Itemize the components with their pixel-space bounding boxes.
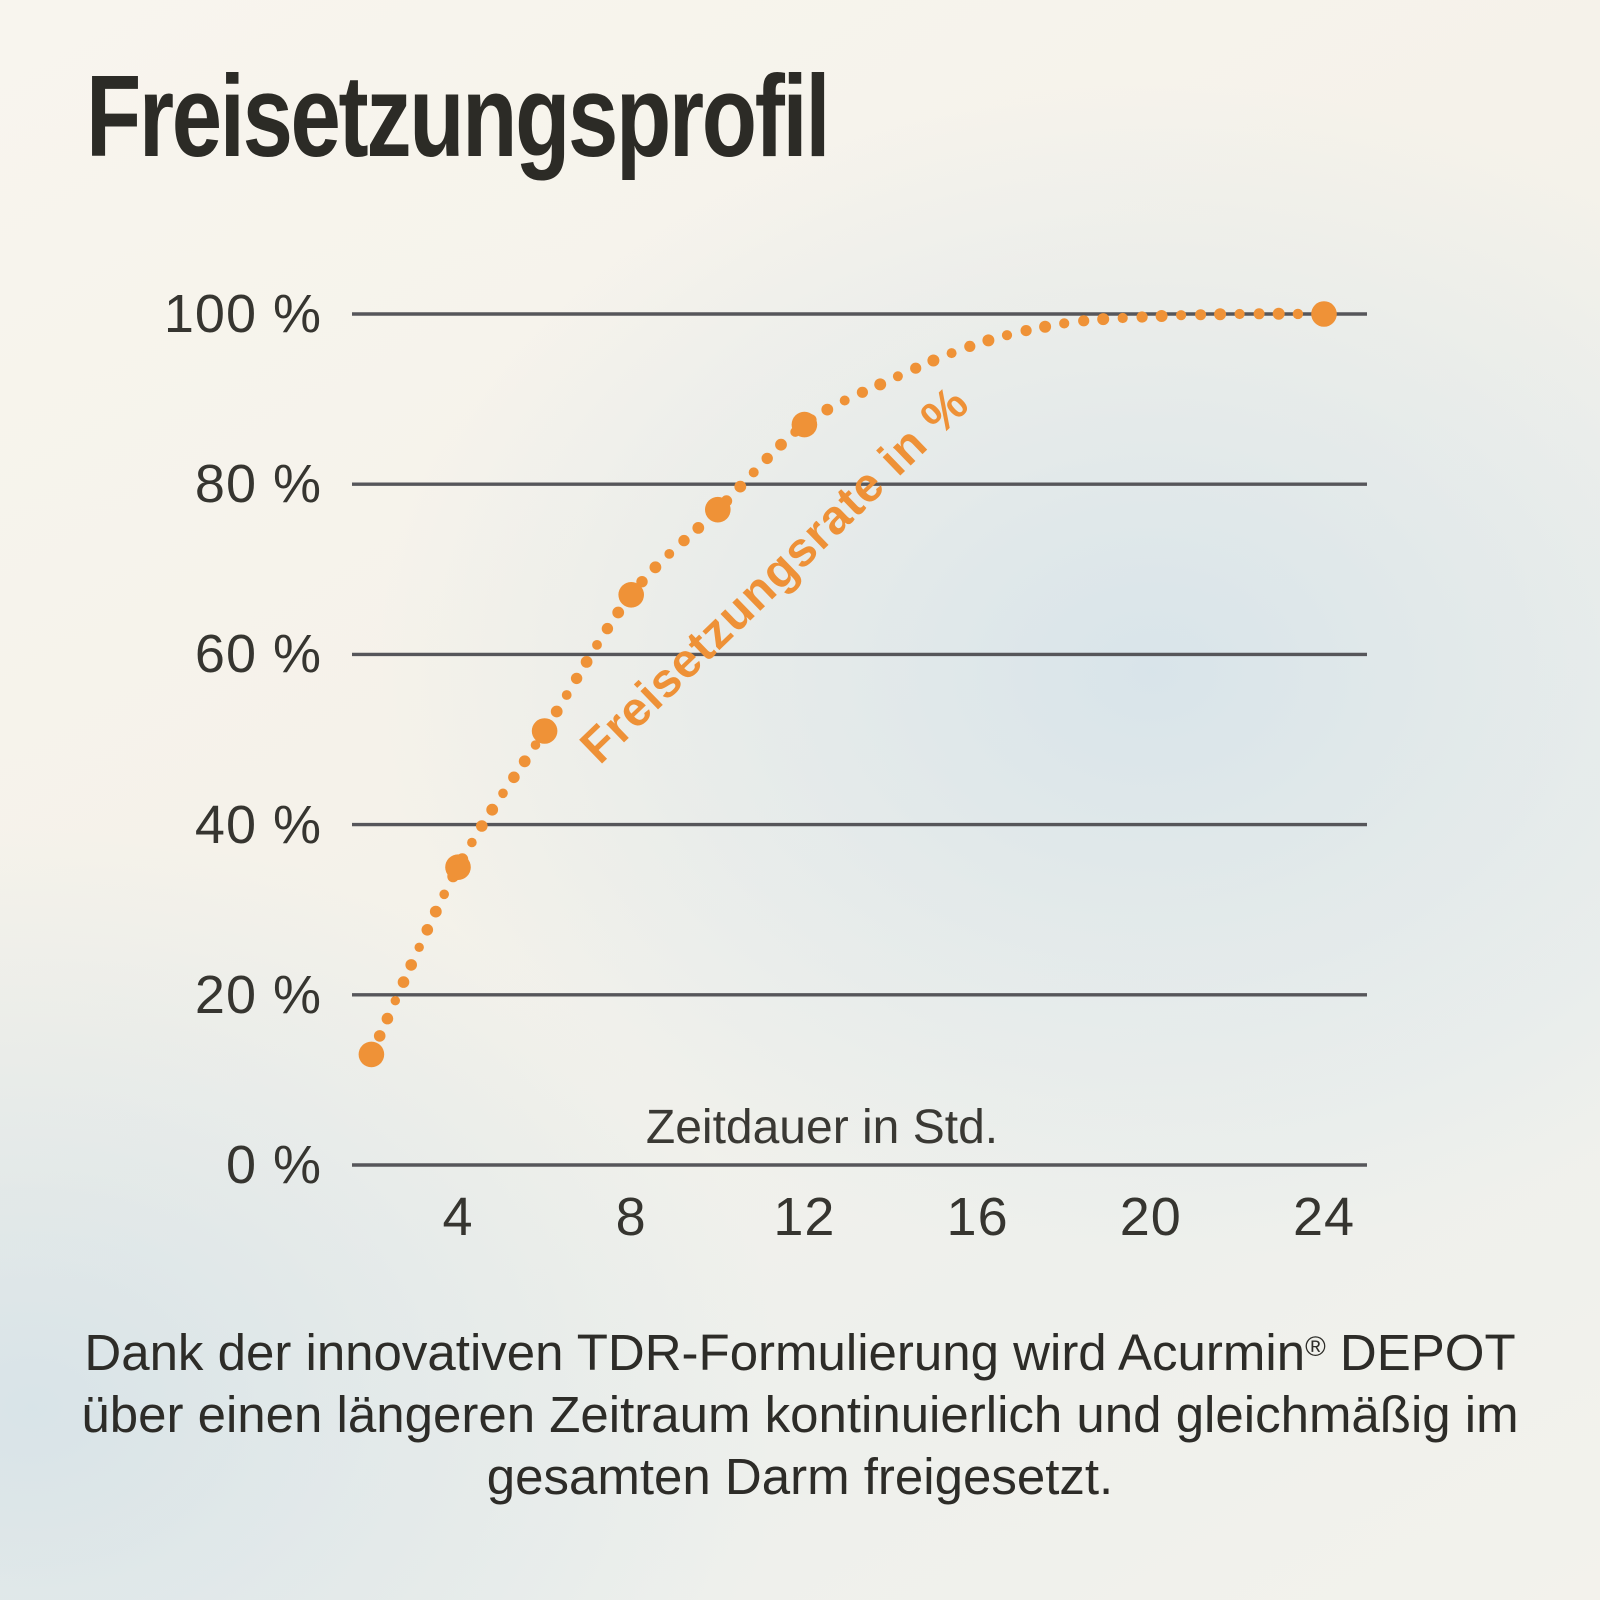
curve-dot: [397, 976, 410, 988]
y-axis-tick-label: 40 %: [194, 794, 322, 855]
curve-dot: [821, 403, 834, 416]
curve-dot: [1234, 308, 1245, 320]
curve-dot: [664, 549, 675, 559]
curve-dot: [580, 656, 593, 668]
curve-dot: [476, 820, 488, 832]
curve-dot: [601, 622, 614, 635]
curve-dot: [1292, 308, 1304, 320]
data-point-dot: [705, 496, 731, 523]
curve-dot: [1253, 308, 1265, 320]
curve-dot: [592, 640, 602, 650]
curve-dot: [550, 705, 563, 718]
curve-dot: [530, 740, 541, 750]
data-point-dot: [358, 1041, 385, 1068]
registered-trademark-symbol: ®: [1305, 1330, 1326, 1362]
data-point-dot: [445, 854, 471, 880]
curve-dot: [390, 996, 400, 1006]
curve-dot: [1097, 313, 1110, 326]
x-axis-title: Zeitdauer in Std.: [645, 1101, 999, 1154]
x-axis-tick-label: 16: [946, 1187, 1009, 1247]
curve-dot: [910, 362, 922, 374]
curve-dot: [1176, 310, 1187, 321]
x-axis-tick-label: 8: [615, 1187, 647, 1247]
curve-dot: [467, 837, 477, 848]
curve-dot: [982, 334, 995, 347]
x-axis-tick-label: 4: [442, 1187, 474, 1247]
data-point-dot: [791, 411, 818, 438]
curve-dot: [734, 480, 747, 493]
caption-line-1: Dank der innovativen TDR-Formulierung wi…: [50, 1322, 1550, 1384]
curve-dot: [946, 348, 957, 359]
curve-dot: [373, 1030, 386, 1042]
curve-dot: [775, 438, 787, 451]
caption-line1-text: Dank der innovativen TDR-Formulierung wi…: [84, 1324, 1306, 1381]
curve-dot: [414, 942, 424, 952]
x-axis-tick-label: 12: [773, 1187, 836, 1247]
curve-dot: [748, 467, 759, 478]
curve-dot: [508, 771, 520, 784]
curve-dot: [1117, 312, 1128, 324]
curve-dot: [927, 354, 940, 367]
curve-dot: [1195, 309, 1207, 321]
curve-dot: [1001, 330, 1013, 341]
curve-dot: [1078, 315, 1090, 327]
curve-dot: [518, 755, 531, 768]
curve-dot: [1155, 310, 1168, 322]
caption-line-2: über einen längeren Zeitraum kontinuierl…: [81, 1386, 1519, 1444]
y-axis-tick-label: 80 %: [194, 454, 322, 515]
curve-dot: [439, 889, 450, 900]
caption-line1-suffix: DEPOT: [1325, 1324, 1516, 1381]
curve-dot: [561, 690, 572, 700]
curve-dot: [839, 395, 850, 406]
data-point-dot: [1311, 301, 1337, 327]
curve-dot: [381, 1012, 394, 1025]
curve-dot: [692, 522, 705, 534]
y-axis-tick-label: 0 %: [225, 1135, 322, 1195]
curve-dot: [1059, 318, 1070, 329]
curve-dot: [1020, 325, 1032, 337]
data-point-dot: [531, 718, 558, 744]
curve-dot: [612, 606, 625, 619]
curve-dot: [649, 561, 662, 574]
curve-dot: [636, 576, 648, 588]
caption-line-3: gesamten Darm freigesetzt.: [486, 1448, 1114, 1506]
y-axis-tick-label: 100 %: [163, 284, 322, 344]
curve-dot: [570, 672, 583, 685]
curve-dot: [486, 803, 499, 816]
x-axis-tick-label: 24: [1292, 1187, 1356, 1247]
caption: Dank der innovativen TDR-Formulierung wi…: [50, 1322, 1550, 1509]
curve-dot: [421, 924, 434, 936]
curve-dot: [678, 534, 690, 547]
curve-dot: [856, 386, 869, 398]
curve-dot: [892, 371, 903, 382]
curve-dot: [761, 452, 773, 465]
curve-dot: [429, 905, 442, 918]
data-point-dot: [618, 582, 644, 608]
y-axis-tick-label: 60 %: [194, 624, 322, 685]
curve-dot: [1039, 320, 1052, 333]
y-axis-tick-label: 20 %: [194, 964, 322, 1025]
curve-dot: [405, 959, 418, 971]
page-title: Freisetzungsprofil: [86, 51, 830, 181]
curve-dot: [1214, 308, 1227, 321]
curve-dot: [964, 340, 976, 352]
curve-dot: [1272, 307, 1285, 320]
curve-dot: [1136, 311, 1148, 323]
curve-dot: [498, 788, 508, 799]
x-axis-tick-label: 20: [1119, 1187, 1182, 1247]
curve-dot: [874, 378, 887, 391]
